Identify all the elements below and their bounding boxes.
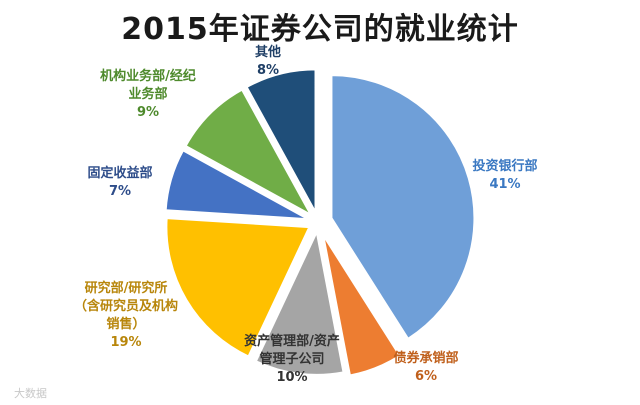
pie-slice-7: [245, 68, 317, 213]
pie-slice-1: [330, 74, 476, 341]
watermark-text: 大数据: [14, 387, 47, 400]
slice-label-7: 其他 8%: [255, 44, 281, 78]
slice-label-3: 资产管理部/资产管理子公司 10%: [244, 333, 340, 385]
pie-slice-5: [164, 148, 309, 221]
pie-slice-3: [254, 228, 345, 376]
pie-slice-2: [322, 234, 402, 377]
pie-slice-6: [184, 88, 314, 218]
slice-label-4: 研究部/研究所（含研究员及机构销售） 19%: [74, 280, 178, 350]
pie-slice-4: [165, 217, 311, 358]
slice-label-5: 固定收益部 7%: [87, 165, 152, 199]
slice-label-1: 投资银行部 41%: [472, 158, 537, 192]
slice-label-6: 机构业务部/经纪业务部 9%: [100, 68, 196, 120]
slice-label-2: 债券承销部 6%: [393, 350, 458, 384]
chart-title: 2015年证券公司的就业统计: [121, 12, 519, 47]
